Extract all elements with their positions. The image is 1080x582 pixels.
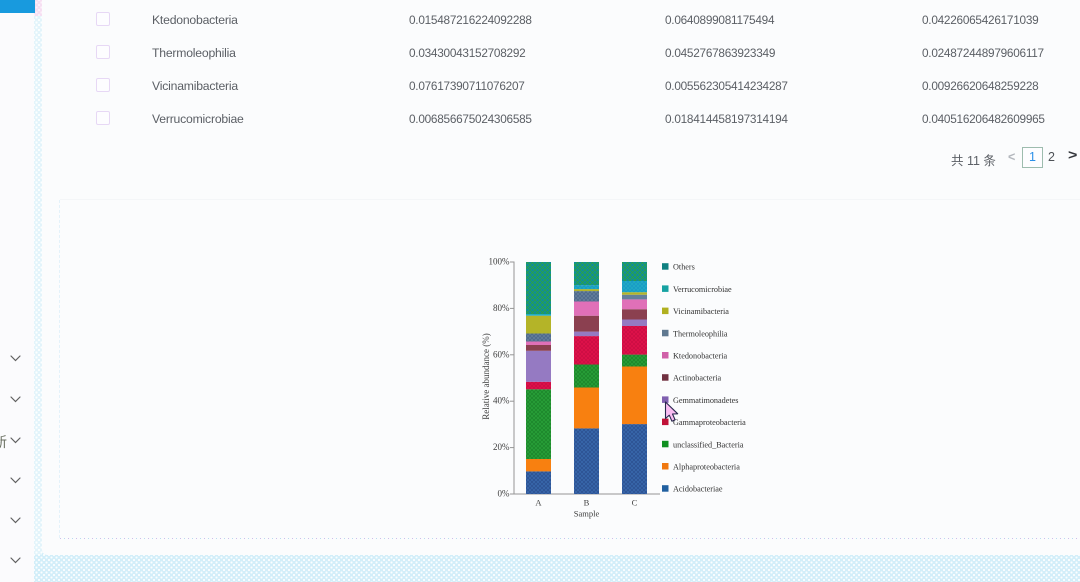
svg-text:80%: 80% [493,303,510,313]
svg-text:60%: 60% [493,349,510,359]
svg-text:C: C [632,498,638,508]
svg-text:40%: 40% [493,396,510,406]
svg-text:Thermoleophilia: Thermoleophilia [673,329,728,338]
svg-text:20%: 20% [493,442,510,452]
svg-text:Actinobacteria: Actinobacteria [673,374,722,383]
svg-text:0%: 0% [498,489,511,499]
svg-text:Gammaproteobacteria: Gammaproteobacteria [673,418,746,427]
svg-text:Gemmatimonadetes: Gemmatimonadetes [673,396,738,405]
svg-text:Acidobacteriae: Acidobacteriae [673,485,723,494]
svg-text:100%: 100% [489,257,511,267]
svg-text:Others: Others [673,263,695,272]
svg-text:Vicinamibacteria: Vicinamibacteria [673,307,729,316]
svg-text:Ktedonobacteria: Ktedonobacteria [673,352,727,361]
svg-text:unclassified_Bacteria: unclassified_Bacteria [673,440,744,449]
svg-text:Verrucomicrobiae: Verrucomicrobiae [673,285,732,294]
svg-text:A: A [535,498,542,508]
svg-text:Relative abundance (%): Relative abundance (%) [481,333,491,419]
svg-text:Sample: Sample [574,509,600,519]
svg-text:Alphaproteobacteria: Alphaproteobacteria [673,463,740,472]
svg-text:B: B [584,498,590,508]
